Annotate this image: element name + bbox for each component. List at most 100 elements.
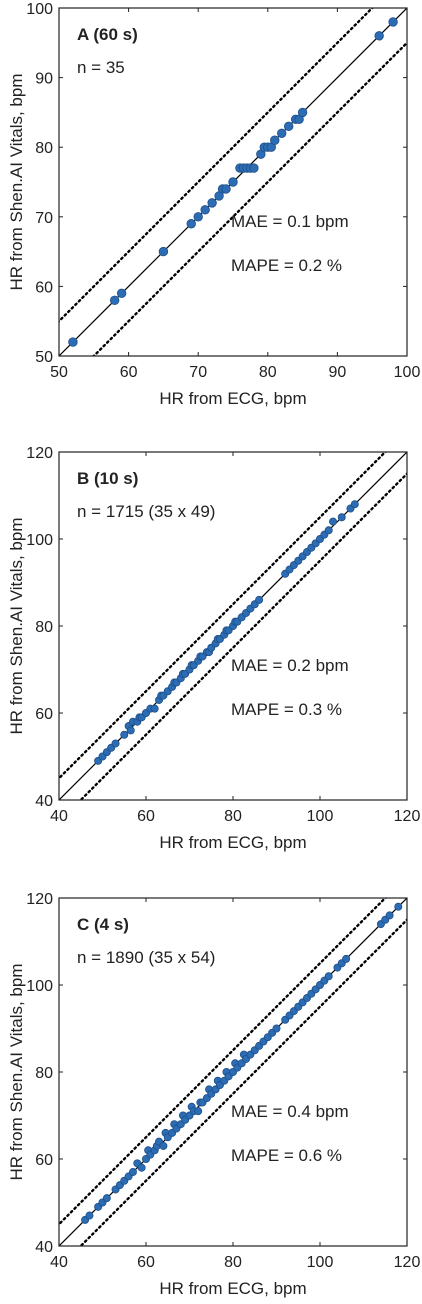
x-tick-label: 40	[50, 1254, 68, 1271]
x-tick-label: 100	[307, 808, 334, 825]
data-point	[297, 107, 308, 118]
mae-label: MAE = 0.4 bpm	[231, 1102, 349, 1121]
panel-title: C (4 s)	[77, 915, 129, 934]
reference-lines	[59, 8, 407, 356]
x-tick-label: 80	[259, 364, 277, 381]
y-tick-label: 80	[35, 140, 53, 157]
data-points	[94, 500, 359, 765]
y-tick-label: 40	[35, 793, 53, 810]
data-point	[193, 212, 203, 222]
chart-panel-2: 40 60 80 100 120 40 60 80 100 120 HR from ECG, bpm…	[7, 445, 421, 852]
mae-label: MAE = 0.2 bpm	[231, 656, 349, 675]
data-point	[277, 128, 287, 138]
reference-lines	[59, 898, 407, 1246]
data-point	[337, 513, 346, 522]
data-point	[221, 184, 231, 194]
y-tick-label: 90	[35, 71, 53, 88]
sample-count-label: n = 1890 (35 x 54)	[77, 948, 215, 967]
x-tick-label: 80	[224, 808, 242, 825]
data-point	[68, 337, 78, 347]
data-point	[394, 902, 403, 911]
panel-title: B (10 s)	[77, 469, 138, 488]
x-axis-label: HR from ECG, bpm	[159, 833, 306, 852]
y-tick-label: 120	[26, 445, 53, 462]
data-point	[137, 1163, 146, 1172]
lower-limit-line	[92, 41, 407, 356]
sample-count-label: n = 35	[77, 58, 125, 77]
chart-panel-3: 40 60 80 100 120 40 60 80 100 120 HR from ECG, bpm…	[7, 891, 421, 1298]
y-tick-label: 50	[35, 349, 53, 366]
y-axis-label: HR from Shen.AI Vitals, bpm	[7, 74, 26, 291]
data-point	[126, 726, 135, 735]
data-point	[200, 205, 210, 215]
data-point	[102, 1194, 111, 1203]
identity-line	[59, 898, 407, 1246]
identity-line	[59, 8, 407, 356]
y-tick-label: 60	[35, 1152, 53, 1169]
data-point	[272, 1024, 281, 1033]
data-point	[374, 31, 384, 41]
data-point	[385, 911, 394, 920]
data-point	[207, 198, 217, 208]
data-point	[249, 163, 259, 173]
lower-limit-line	[79, 918, 407, 1246]
data-point	[116, 288, 127, 299]
x-tick-label: 70	[189, 364, 207, 381]
data-points	[68, 17, 398, 347]
y-axis-label: HR from Shen.AI Vitals, bpm	[7, 964, 26, 1181]
data-point	[194, 1107, 203, 1116]
y-tick-label: 100	[26, 532, 53, 549]
x-tick-label: 40	[50, 808, 68, 825]
x-tick-label: 120	[394, 808, 421, 825]
data-point	[158, 246, 169, 257]
x-tick-label: 60	[137, 1254, 155, 1271]
y-tick-label: 60	[35, 279, 53, 296]
x-tick-label: 50	[50, 364, 68, 381]
data-point	[342, 954, 351, 963]
x-tick-label: 100	[394, 364, 421, 381]
mape-label: MAPE = 0.3 %	[231, 700, 342, 719]
lower-limit-line	[79, 472, 407, 800]
panel-title: A (60 s)	[77, 25, 138, 44]
data-point	[255, 595, 264, 604]
mape-label: MAPE = 0.2 %	[231, 256, 342, 275]
data-point	[111, 739, 120, 748]
x-tick-label: 90	[329, 364, 347, 381]
data-point	[350, 500, 359, 509]
x-axis-label: HR from ECG, bpm	[159, 389, 306, 408]
data-point	[324, 972, 333, 981]
x-axis-label: HR from ECG, bpm	[159, 1279, 306, 1298]
data-point	[150, 704, 159, 713]
y-tick-label: 40	[35, 1239, 53, 1256]
data-point	[85, 1211, 94, 1220]
y-tick-label: 80	[35, 1065, 53, 1082]
mae-label: MAE = 0.1 bpm	[231, 212, 349, 231]
x-tick-label: 120	[394, 1254, 421, 1271]
upper-limit-line	[59, 452, 387, 780]
data-point	[120, 730, 129, 739]
data-point	[109, 295, 120, 306]
y-tick-label: 80	[35, 619, 53, 636]
y-axis-label: HR from Shen.AI Vitals, bpm	[7, 518, 26, 735]
data-point	[388, 17, 398, 27]
x-tick-label: 100	[307, 1254, 334, 1271]
data-point	[270, 135, 280, 145]
x-tick-label: 60	[137, 808, 155, 825]
upper-limit-line	[59, 898, 387, 1226]
data-points	[81, 902, 403, 1224]
sample-count-label: n = 1715 (35 x 49)	[77, 502, 215, 521]
data-point	[159, 1141, 168, 1150]
y-tick-label: 60	[35, 706, 53, 723]
y-tick-label: 100	[26, 1, 53, 18]
y-tick-label: 100	[26, 978, 53, 995]
y-tick-label: 70	[35, 210, 53, 227]
data-point	[228, 177, 238, 187]
mape-label: MAPE = 0.6 %	[231, 1146, 342, 1165]
data-point	[283, 121, 294, 132]
data-point	[324, 526, 333, 535]
chart-panel-1: 50 60 70 80 90 100 50 60 70 80 90 100 HR from ECG, b…	[7, 1, 421, 408]
data-point	[329, 517, 338, 526]
data-point	[186, 219, 196, 229]
plot-frame	[58, 7, 408, 357]
